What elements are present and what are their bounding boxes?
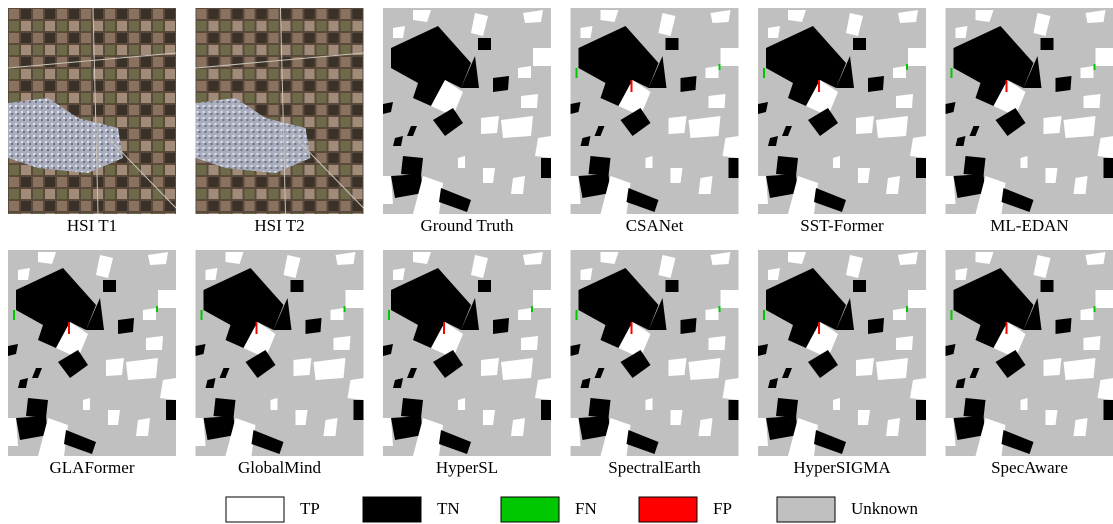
- error-speck: [763, 68, 765, 78]
- error-speck: [531, 306, 533, 312]
- legend-swatch: [501, 497, 559, 522]
- error-speck: [951, 68, 953, 78]
- legend-label: FP: [713, 499, 732, 518]
- panel-image: [8, 250, 176, 456]
- error-speck: [256, 322, 258, 334]
- error-speck: [68, 322, 70, 334]
- panel-image: [758, 8, 926, 214]
- legend: TP TN FN FP Unknown: [226, 497, 919, 522]
- panel-image: [196, 250, 364, 456]
- figure: HSI T1 HSI T2 Ground Truth CSANet SST-Former…: [0, 0, 1113, 524]
- panel-label: HSI T2: [254, 216, 304, 235]
- error-speck: [1006, 322, 1008, 334]
- panel-image: [571, 8, 739, 214]
- panel-image: [946, 8, 1113, 214]
- panel-image: [383, 250, 551, 456]
- error-speck: [388, 310, 390, 320]
- error-speck: [818, 80, 820, 92]
- panel-label: HSI T1: [67, 216, 117, 235]
- panel-label: HyperSL: [436, 458, 498, 477]
- error-speck: [156, 306, 158, 312]
- error-speck: [951, 310, 953, 320]
- legend-swatch: [639, 497, 697, 522]
- panel-image: [383, 8, 551, 214]
- error-speck: [818, 322, 820, 334]
- error-speck: [443, 322, 445, 334]
- panel-image: [946, 250, 1113, 456]
- panel-label: SpecAware: [991, 458, 1068, 477]
- panel-label: HyperSIGMA: [793, 458, 891, 477]
- panel-image: [196, 8, 364, 214]
- panel-label: GLAFormer: [50, 458, 135, 477]
- error-speck: [719, 306, 721, 312]
- error-speck: [201, 310, 203, 320]
- panel-image: [571, 250, 739, 456]
- error-speck: [631, 80, 633, 92]
- error-speck: [906, 64, 908, 70]
- legend-swatch: [226, 497, 284, 522]
- panel-label: GlobalMind: [238, 458, 322, 477]
- panel-image: [758, 250, 926, 456]
- panel-label: SST-Former: [800, 216, 884, 235]
- legend-swatch: [363, 497, 421, 522]
- error-speck: [631, 322, 633, 334]
- error-speck: [1006, 80, 1008, 92]
- panel-image: [8, 8, 176, 214]
- error-speck: [344, 306, 346, 312]
- panel-label: SpectralEarth: [608, 458, 701, 477]
- legend-label: FN: [575, 499, 597, 518]
- error-speck: [1094, 64, 1096, 70]
- panel-label: Ground Truth: [420, 216, 514, 235]
- panels: HSI T1 HSI T2 Ground Truth CSANet SST-Former…: [8, 8, 1113, 477]
- legend-label: Unknown: [851, 499, 919, 518]
- legend-label: TN: [437, 499, 460, 518]
- error-speck: [13, 310, 15, 320]
- error-speck: [1094, 306, 1096, 312]
- error-speck: [906, 306, 908, 312]
- panel-label: CSANet: [626, 216, 684, 235]
- panel-label: ML-EDAN: [990, 216, 1068, 235]
- error-speck: [576, 68, 578, 78]
- legend-label: TP: [300, 499, 320, 518]
- error-speck: [719, 64, 721, 70]
- legend-swatch: [777, 497, 835, 522]
- error-speck: [576, 310, 578, 320]
- error-speck: [763, 310, 765, 320]
